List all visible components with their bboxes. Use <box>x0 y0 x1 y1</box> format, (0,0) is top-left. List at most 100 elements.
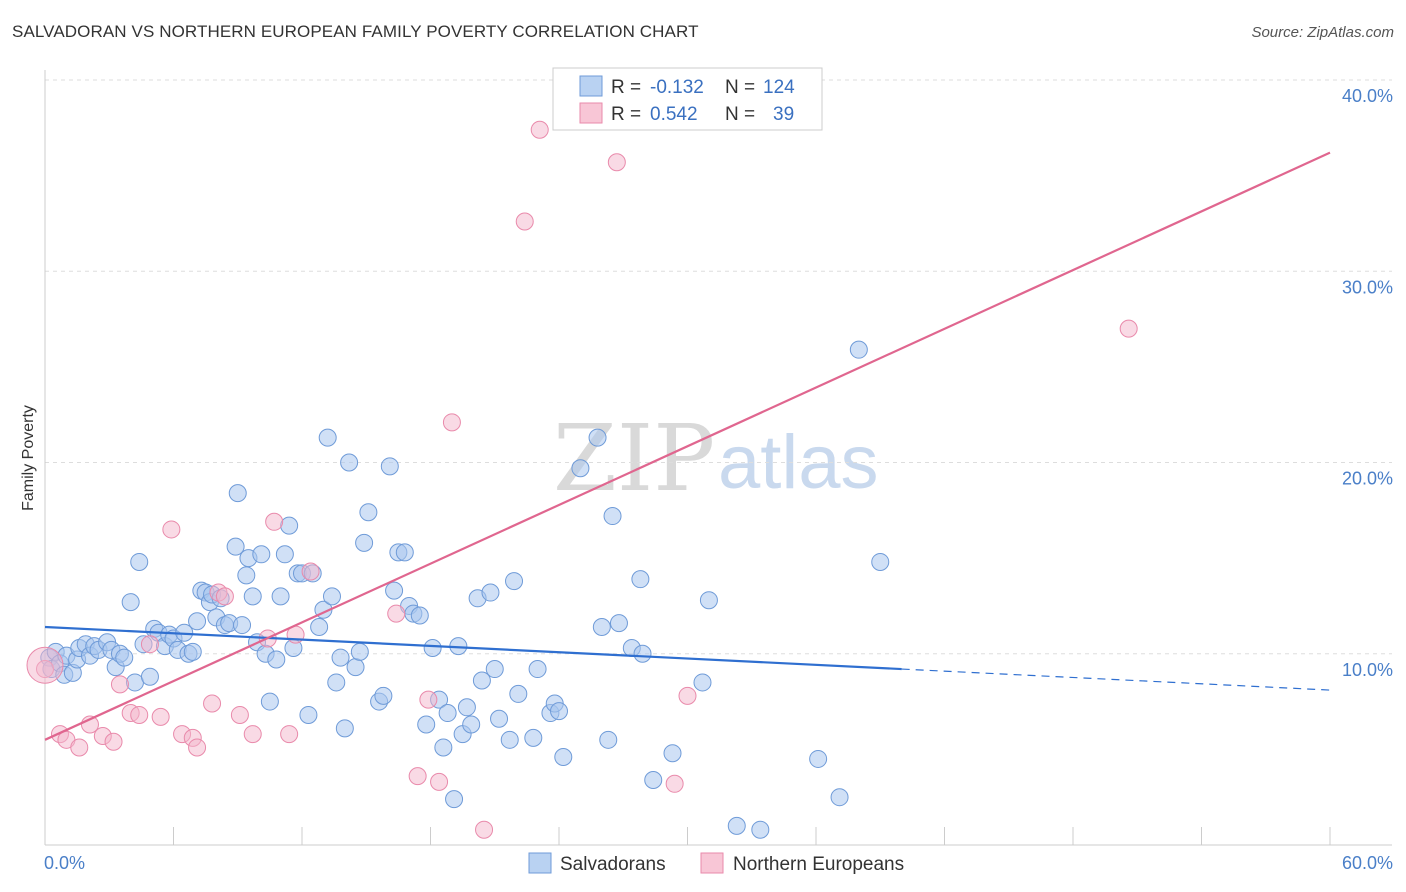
top-legend: R = -0.132 N = 124 R = 0.542 N = 39 <box>552 67 823 131</box>
salvadoran-point <box>438 704 457 723</box>
legend-n-label-2: N = <box>725 104 755 125</box>
legend-n-value-2: 39 <box>773 104 794 125</box>
salvadoran-point <box>340 453 359 472</box>
salvadoran-point <box>275 545 294 564</box>
northern-point <box>26 646 64 684</box>
y-tick-label: 10.0% <box>1342 660 1393 680</box>
salvadoran-point <box>359 503 378 522</box>
northern-point <box>408 767 427 786</box>
salvadoran-point <box>423 639 442 658</box>
y-tick-label: 20.0% <box>1342 469 1393 489</box>
salvadoran-point <box>871 552 890 571</box>
northern-point <box>104 732 123 751</box>
x-tick-label-max: 60.0% <box>1342 853 1393 873</box>
northern-point <box>678 686 697 705</box>
y-tick-label: 40.0% <box>1342 86 1393 106</box>
salvadoran-point <box>505 572 524 591</box>
northern-point <box>530 120 549 139</box>
salvadoran-point <box>554 748 573 767</box>
salvadoran-point <box>663 744 682 763</box>
salvadoran-point <box>609 614 628 633</box>
salvadoran-point <box>188 612 207 631</box>
salvadoran-point <box>237 566 256 585</box>
legend-r-label-1: R = <box>611 77 641 98</box>
legend-r-label-2: R = <box>611 104 641 125</box>
salvadoran-point <box>228 484 247 503</box>
legend-swatch-northern <box>579 102 603 124</box>
x-tick-label-min: 0.0% <box>44 853 85 873</box>
salvadoran-point <box>374 686 393 705</box>
salvadoran-points <box>40 340 890 839</box>
bottom-legend-swatch-northern <box>700 852 724 874</box>
y-tick-label: 30.0% <box>1342 277 1393 297</box>
salvadoran-point <box>644 770 663 789</box>
northern-point <box>243 725 262 744</box>
bottom-legend-swatch-salvadoran <box>528 852 552 874</box>
salvadoran-point <box>445 790 464 809</box>
salvadoran-point <box>528 660 547 679</box>
northern-point <box>230 705 249 724</box>
salvadoran-point <box>226 537 245 556</box>
legend-r-value-1: -0.132 <box>650 77 704 98</box>
northern-point <box>419 690 438 709</box>
salvadoran-point <box>524 728 543 747</box>
salvadoran-point <box>699 591 718 610</box>
salvadoran-point <box>183 642 202 661</box>
northern-point <box>70 738 89 757</box>
salvadoran-point <box>462 715 481 734</box>
northern-point <box>110 675 129 694</box>
northern-point <box>188 738 207 757</box>
salvadoran-point <box>252 545 271 564</box>
legend-r-value-2: 0.542 <box>650 104 698 125</box>
northern-point <box>387 604 406 623</box>
salvadoran-point <box>417 715 436 734</box>
salvadoran-point <box>322 587 341 606</box>
salvadoran-point <box>346 658 365 677</box>
northern-point <box>215 587 234 606</box>
northern-point <box>203 694 222 713</box>
salvadoran-point <box>395 543 414 562</box>
salvadoran-point <box>125 673 144 692</box>
salvadoran-point <box>693 673 712 692</box>
salvadoran-point <box>830 788 849 807</box>
northern-point <box>475 820 494 839</box>
legend-n-value-1: 124 <box>763 77 795 98</box>
salvadoran-point <box>380 457 399 476</box>
salvadoran-point <box>310 617 329 636</box>
chart-title: SALVADORAN VS NORTHERN EUROPEAN FAMILY P… <box>12 22 699 41</box>
legend-n-label-1: N = <box>725 77 755 98</box>
salvadoran-point <box>633 644 652 663</box>
salvadoran-point <box>299 705 318 724</box>
bottom-legend-northern: Northern Europeans <box>733 854 904 875</box>
salvadoran-point <box>751 820 770 839</box>
northern-point <box>430 772 449 791</box>
salvadoran-point <box>327 673 346 692</box>
axes <box>44 70 1392 846</box>
northern-point <box>1119 319 1138 338</box>
salvadoran-point <box>588 428 607 447</box>
salvadoran-point <box>849 340 868 359</box>
northern-point <box>151 707 170 726</box>
northern-trend-line <box>44 151 1331 741</box>
salvadoran-point <box>490 709 509 728</box>
northern-point <box>301 562 320 581</box>
salvadoran-point <box>727 816 746 835</box>
salvadoran-point <box>434 738 453 757</box>
salvadoran-point <box>599 730 618 749</box>
salvadoran-point <box>115 648 134 667</box>
salvadoran-point <box>385 581 404 600</box>
salvadoran-point <box>500 730 519 749</box>
northern-point <box>130 705 149 724</box>
northern-point <box>665 774 684 793</box>
salvadoran-point <box>631 570 650 589</box>
salvadoran-point <box>267 650 286 669</box>
salvadoran-point <box>331 648 350 667</box>
northern-points <box>26 120 1138 839</box>
northern-point <box>162 520 181 539</box>
northern-point <box>607 153 626 172</box>
salvadoran-point <box>121 593 140 612</box>
northern-point <box>265 512 284 531</box>
salvadoran-point <box>457 698 476 717</box>
bottom-legend-salvadorans: Salvadorans <box>560 854 666 875</box>
